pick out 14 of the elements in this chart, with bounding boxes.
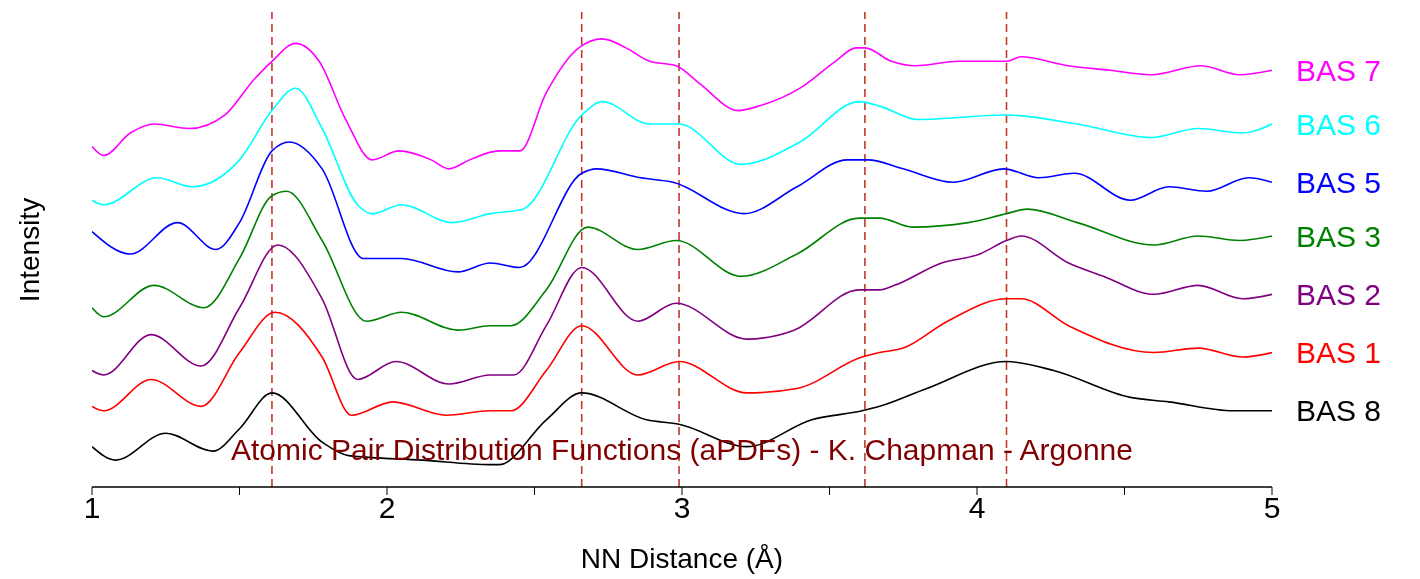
y-axis-title: Intensity	[14, 197, 46, 302]
x-tick-label: 1	[83, 491, 101, 525]
x-tick-label: 4	[968, 491, 986, 525]
x-tick-label: 3	[673, 491, 691, 525]
series-label: BAS 3	[1296, 219, 1382, 253]
x-tick-label: 2	[378, 491, 396, 525]
series-label: BAS 6	[1296, 107, 1382, 141]
series-label: BAS 1	[1296, 336, 1382, 370]
x-axis-title: NN Distance (Å)	[580, 543, 784, 574]
x-tick-label: 5	[1263, 491, 1281, 525]
series-label: BAS 8	[1296, 394, 1382, 428]
series-label: BAS 5	[1296, 165, 1382, 199]
series-label: BAS 7	[1296, 53, 1382, 87]
series-label: BAS 2	[1296, 277, 1382, 311]
